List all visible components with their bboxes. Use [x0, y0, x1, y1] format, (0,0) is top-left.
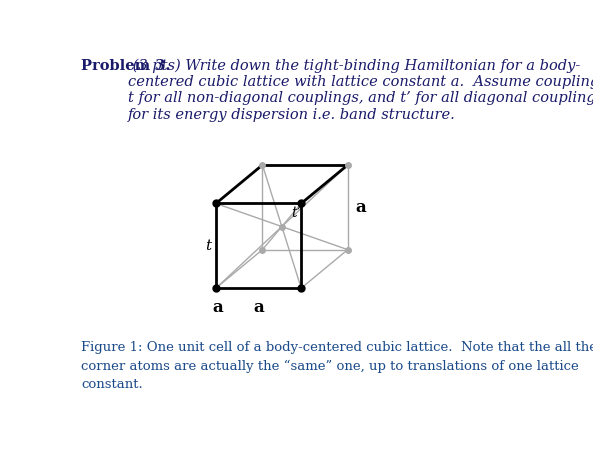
Text: t’: t’	[291, 206, 301, 220]
Text: Problem 3.: Problem 3.	[81, 58, 170, 73]
Text: t: t	[205, 239, 211, 253]
Text: a: a	[253, 299, 264, 316]
Text: a: a	[212, 299, 223, 316]
Text: a: a	[355, 199, 366, 216]
Text: (3 pts) Write down the tight-binding Hamiltonian for a body-
centered cubic latt: (3 pts) Write down the tight-binding Ham…	[127, 58, 593, 122]
Text: Figure 1: One unit cell of a body-centered cubic lattice.  Note that the all the: Figure 1: One unit cell of a body-center…	[81, 341, 593, 391]
